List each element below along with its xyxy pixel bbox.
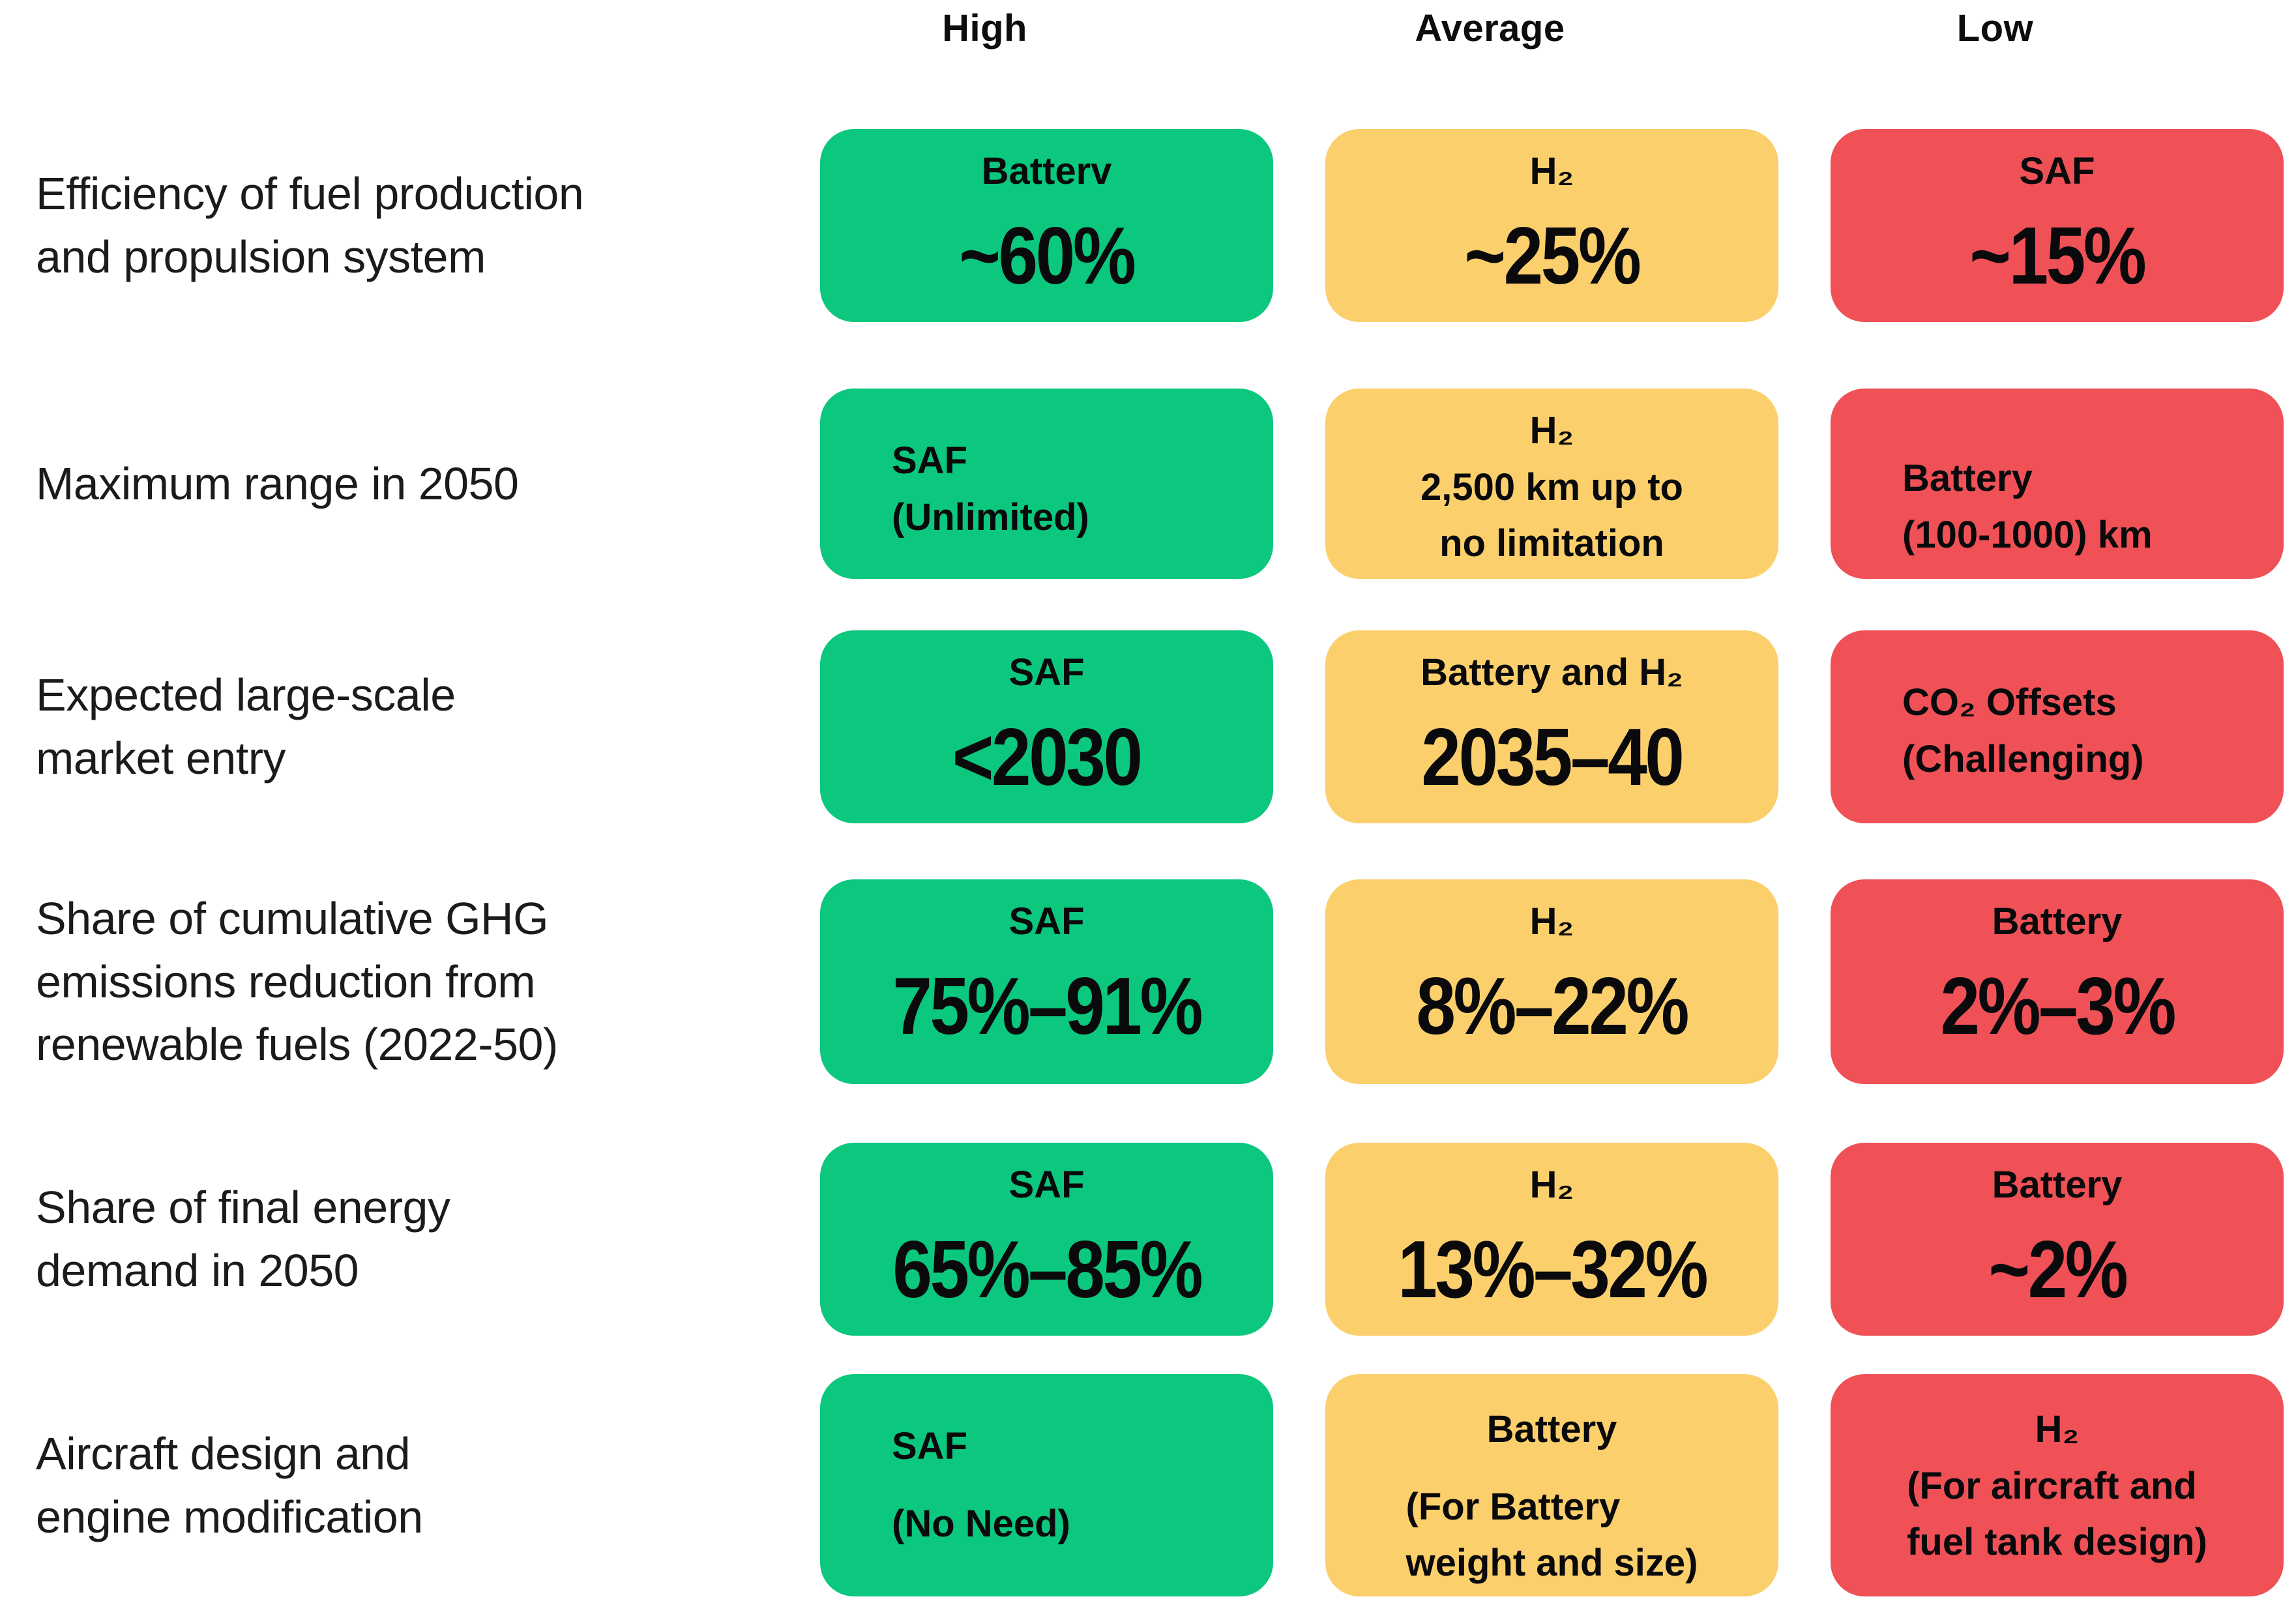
matrix-cell-high: SAF 65%–85% (820, 1143, 1273, 1336)
matrix-cell-high: SAF (No Need) (820, 1374, 1273, 1596)
matrix-cell-average: H₂ 2,500 km up to no limitation (1325, 389, 1778, 579)
cell-value: ~60% (959, 211, 1136, 301)
matrix-cell-low: CO₂ Offsets (Challenging) (1831, 630, 2284, 823)
criterion-label: Share of cumulative GHG emissions reduct… (36, 893, 558, 1070)
matrix-cell-low: H₂ (For aircraft and fuel tank design) (1831, 1374, 2284, 1596)
cell-fuel-title: SAF (2019, 150, 2095, 192)
matrix-row-aircraft-design: Aircraft design and engine modification … (0, 1374, 2296, 1596)
cell-fuel-title: Battery (1992, 900, 2123, 943)
matrix-row-range: Maximum range in 2050 SAF (Unlimited) H₂… (0, 389, 2296, 579)
cell-value: <2030 (952, 712, 1143, 802)
cell-value: 2,500 km up to no limitation (1420, 465, 1683, 565)
cell-fuel-title: H₂ (2035, 1408, 2080, 1450)
cell-value: 2%–3% (1940, 961, 2176, 1051)
column-header-average: Average (1415, 7, 1565, 50)
cell-fuel-title: Battery (1902, 457, 2033, 499)
cell-fuel-title: CO₂ Offsets (1902, 681, 2117, 724)
cell-fuel-title: Batterv (981, 150, 1112, 192)
cell-value: (For Battery weight and size) (1406, 1485, 1698, 1584)
cell-fuel-title: Battery (1992, 1164, 2123, 1206)
matrix-row-efficiency: Efficiency of fuel production and propul… (0, 129, 2296, 322)
cell-value: (100-1000) km (1902, 513, 2153, 556)
cell-fuel-title: Battery (1486, 1408, 1617, 1450)
cell-fuel-title: SAF (1008, 900, 1085, 943)
cell-value: ~15% (1969, 211, 2147, 301)
cell-value: 65%–85% (892, 1224, 1203, 1315)
matrix-cell-high: SAF <2030 (820, 630, 1273, 823)
matrix-row-energy-demand: Share of final energy demand in 2050 SAF… (0, 1143, 2296, 1336)
column-header-high: High (942, 7, 1027, 50)
cell-value: (Unlimited) (892, 495, 1089, 538)
cell-value: ~25% (1464, 211, 1641, 301)
criterion-label: Maximum range in 2050 (36, 458, 519, 509)
cell-fuel-title: SAF (892, 1425, 967, 1467)
cell-value: (No Need) (892, 1502, 1070, 1545)
criterion-label: Expected large-scale market entry (36, 669, 456, 784)
matrix-cell-low: Battery 2%–3% (1831, 879, 2284, 1084)
cell-fuel-title: H₂ (1529, 150, 1574, 192)
criterion-label: Share of final energy demand in 2050 (36, 1182, 450, 1296)
matrix-cell-high: Batterv ~60% (820, 129, 1273, 322)
cell-value: (Challenging) (1902, 737, 2144, 780)
cell-value: (For aircraft and fuel tank design) (1907, 1464, 2207, 1563)
cell-value: 75%–91% (892, 961, 1203, 1051)
cell-fuel-title: Battery and H₂ (1420, 651, 1683, 694)
column-header-low: Low (1956, 7, 2034, 50)
matrix-cell-average: H₂ 13%–32% (1325, 1143, 1778, 1336)
matrix-cell-average: Battery and H₂ 2035–40 (1325, 630, 1778, 823)
cell-value: ~2% (1988, 1224, 2128, 1315)
matrix-cell-high: SAF (Unlimited) (820, 389, 1273, 579)
cell-fuel-title: H₂ (1529, 900, 1574, 943)
matrix-cell-low: SAF ~15% (1831, 129, 2284, 322)
matrix-cell-average: Battery (For Battery weight and size) (1325, 1374, 1778, 1596)
cell-fuel-title: H₂ (1529, 409, 1574, 452)
matrix-cell-average: H₂ ~25% (1325, 129, 1778, 322)
matrix-row-ghg-reduction: Share of cumulative GHG emissions reduct… (0, 879, 2296, 1084)
cell-fuel-title: SAF (1008, 651, 1085, 694)
cell-fuel-title: H₂ (1529, 1164, 1574, 1206)
column-header-row: High Average Low (0, 0, 2296, 129)
criterion-label: Efficiency of fuel production and propul… (36, 168, 584, 282)
cell-value: 8%–22% (1416, 961, 1690, 1051)
matrix-row-market-entry: Expected large-scale market entry SAF <2… (0, 630, 2296, 823)
criterion-label: Aircraft design and engine modification (36, 1428, 423, 1542)
cell-value: 13%–32% (1398, 1224, 1708, 1315)
cell-fuel-title: SAF (1008, 1164, 1085, 1206)
cell-value: 2035–40 (1421, 712, 1685, 802)
cell-fuel-title: SAF (892, 439, 967, 482)
matrix-cell-average: H₂ 8%–22% (1325, 879, 1778, 1084)
matrix-cell-high: SAF 75%–91% (820, 879, 1273, 1084)
matrix-cell-low: Battery ~2% (1831, 1143, 2284, 1336)
matrix-cell-low: Battery (100-1000) km (1831, 389, 2284, 579)
